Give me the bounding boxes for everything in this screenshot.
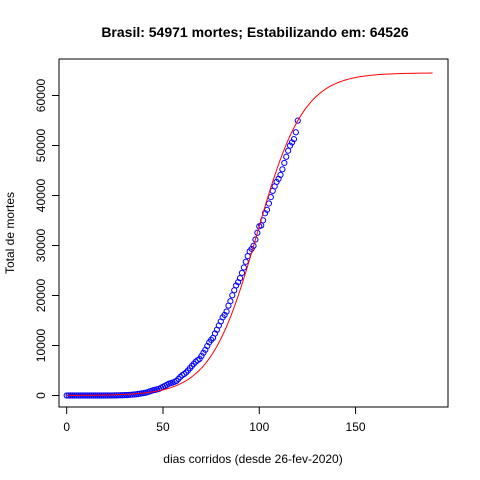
- data-point: [208, 336, 215, 343]
- y-tick-label: 20000: [34, 278, 48, 312]
- x-axis: 0 50 100 150: [63, 406, 366, 434]
- data-point: [265, 200, 273, 207]
- y-axis-label: Total de mortes: [3, 192, 17, 274]
- y-tick-label: 0: [34, 392, 48, 399]
- y-tick-label: 30000: [34, 228, 48, 262]
- data-point: [181, 370, 188, 378]
- data-point: [250, 242, 257, 249]
- data-point: [261, 210, 269, 217]
- data-point: [290, 136, 298, 143]
- data-point: [109, 392, 117, 399]
- data-point: [277, 171, 284, 179]
- fit-curve: [66, 72, 433, 396]
- data-point: [242, 258, 249, 265]
- data-point: [281, 159, 288, 167]
- data-point: [267, 194, 274, 201]
- data-point: [119, 392, 126, 399]
- data-point: [221, 311, 228, 319]
- data-point: [288, 139, 296, 146]
- data-point: [286, 142, 294, 149]
- data-point: [279, 166, 286, 173]
- x-tick-label: 0: [63, 420, 70, 434]
- data-point: [223, 308, 230, 315]
- plot-frame: [58, 58, 449, 408]
- data-point: [236, 275, 244, 282]
- data-point: [233, 282, 240, 289]
- data-point: [200, 349, 207, 356]
- y-axis: 0 10000 20000 30000 40000 50000 60000: [34, 78, 60, 399]
- data-point: [115, 392, 122, 399]
- data-point: [283, 153, 290, 160]
- chart-title: Brasil: 54971 mortes; Estabilizando em: …: [101, 24, 409, 40]
- data-point: [254, 229, 261, 236]
- data-point: [111, 392, 118, 399]
- x-axis-label: dias corridos (desde 26-fev-2020): [163, 452, 342, 466]
- data-point: [252, 236, 259, 243]
- data-point: [285, 147, 292, 154]
- data-point: [229, 292, 236, 299]
- data-point: [123, 391, 130, 399]
- data-point: [127, 391, 134, 398]
- x-tick-label: 100: [249, 420, 269, 434]
- data-point: [240, 264, 247, 271]
- data-point: [117, 392, 124, 399]
- data-point: [121, 392, 128, 399]
- data-point: [198, 352, 205, 359]
- observed-points: [63, 117, 301, 399]
- y-tick-label: 60000: [34, 78, 48, 112]
- data-point: [294, 117, 301, 124]
- data-point: [107, 392, 115, 399]
- data-point: [177, 373, 184, 381]
- x-tick-label: 150: [346, 420, 366, 434]
- data-point: [273, 178, 280, 185]
- data-point: [113, 392, 120, 399]
- data-point: [238, 269, 246, 277]
- x-tick-label: 50: [156, 420, 170, 434]
- data-point: [292, 129, 299, 136]
- y-tick-label: 50000: [34, 128, 48, 162]
- data-point: [125, 391, 132, 399]
- y-tick-label: 40000: [34, 178, 48, 212]
- y-tick-label: 10000: [34, 328, 48, 362]
- data-point: [175, 375, 182, 383]
- data-point: [227, 298, 234, 305]
